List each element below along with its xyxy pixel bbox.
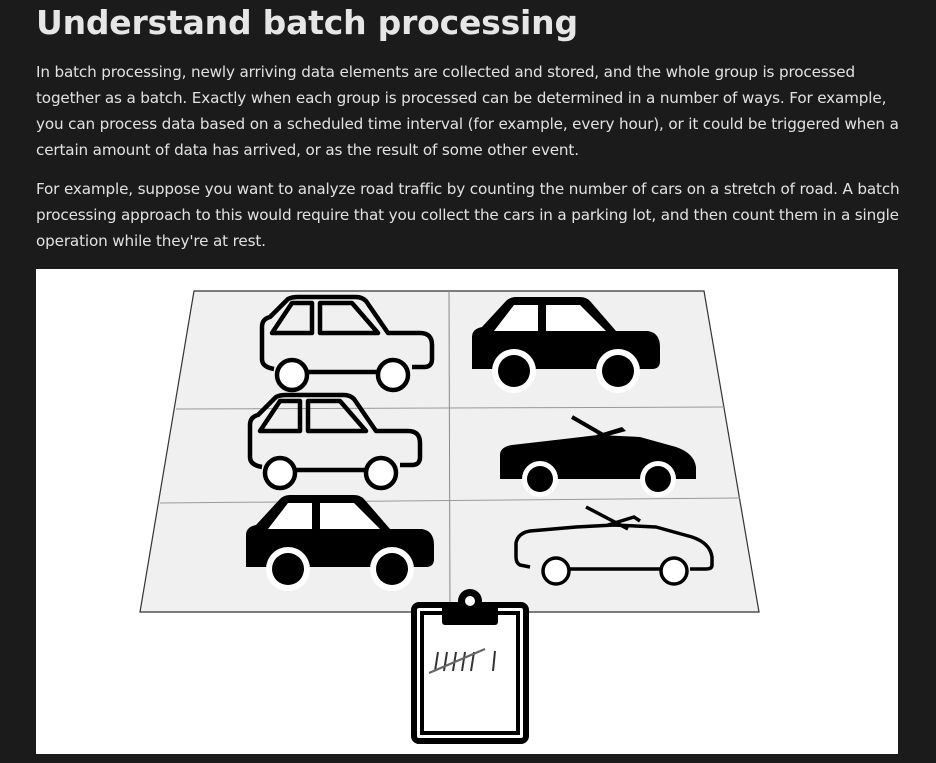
- paragraph-example: For example, suppose you want to analyze…: [36, 180, 900, 250]
- batch-processing-illustration: [36, 269, 898, 754]
- lot-divider: [448, 290, 451, 613]
- lot-divider: [159, 497, 741, 504]
- tally-marks-icon: [428, 647, 496, 675]
- clipboard-icon: [411, 589, 529, 744]
- page-title: Understand batch processing: [36, 3, 578, 42]
- paragraph-intro: In batch processing, newly arriving data…: [36, 63, 899, 159]
- parking-lot-diagram: [139, 290, 760, 744]
